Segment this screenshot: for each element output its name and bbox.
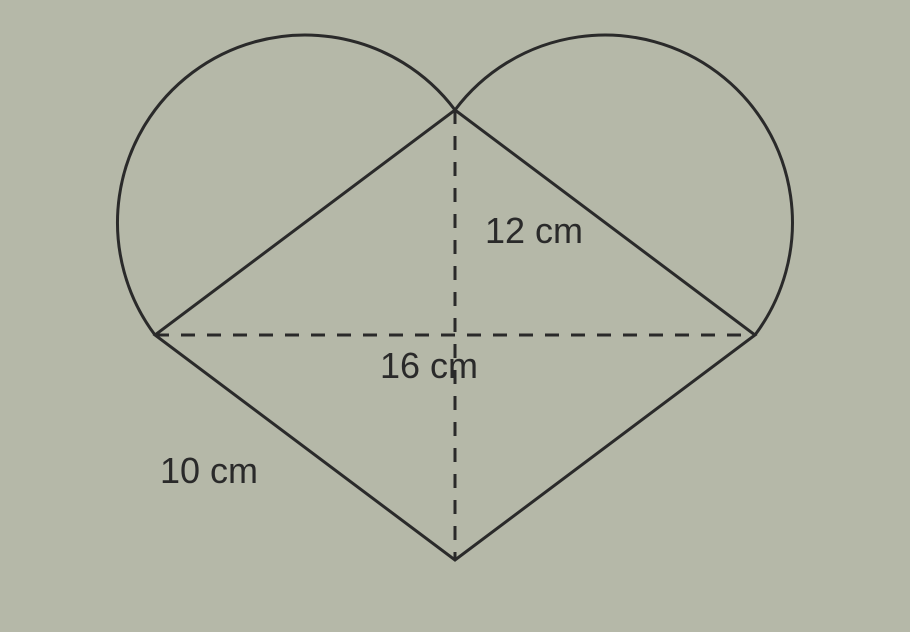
diagram-svg [0, 0, 910, 632]
heart-diagram: 12 cm 16 cm 10 cm [0, 0, 910, 632]
label-10cm: 10 cm [160, 450, 258, 492]
semicircle-left [118, 35, 456, 335]
semicircle-right [455, 35, 792, 335]
label-16cm: 16 cm [380, 345, 478, 387]
label-12cm: 12 cm [485, 210, 583, 252]
